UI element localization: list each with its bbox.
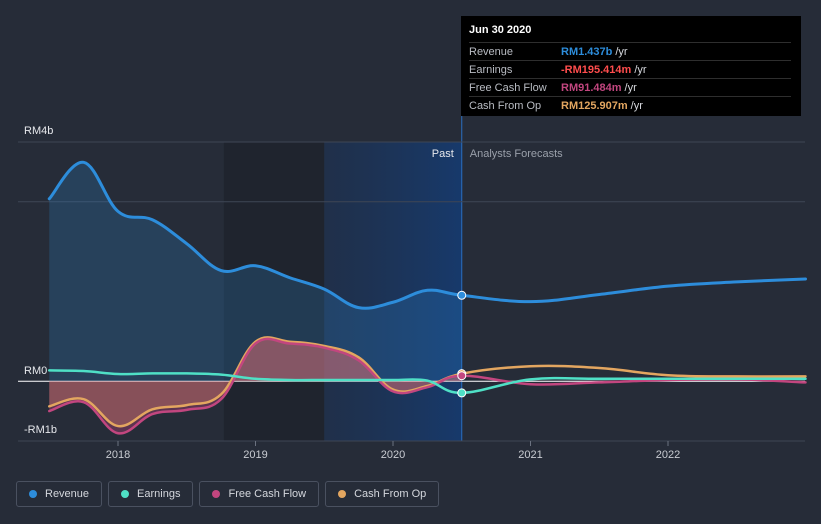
revenue-area <box>49 162 462 382</box>
tooltip-row-revenue: Revenue RM1.437b /yr <box>469 42 791 60</box>
legend-dot-icon <box>29 490 37 498</box>
x-tick-label: 2021 <box>518 449 542 461</box>
legend-label: Earnings <box>137 488 181 500</box>
legend-dot-icon <box>338 490 347 498</box>
tooltip-label: Free Cash Flow <box>469 81 547 94</box>
legend-label: Cash From Op <box>354 488 427 500</box>
dark-band <box>223 142 325 441</box>
legend-label: Revenue <box>45 488 90 500</box>
tooltip-label: Earnings <box>469 63 513 76</box>
tooltip-label: Cash From Op <box>469 99 542 112</box>
tooltip-row-cash-from-op: Cash From Op RM125.907m /yr <box>469 96 791 114</box>
y-label-bottom: -RM1b <box>24 424 57 436</box>
y-label-zero: RM0 <box>24 365 47 377</box>
tooltip-label: Revenue <box>469 45 514 58</box>
tooltip-value: RM125.907m <box>561 99 628 112</box>
legend-dot-icon <box>121 490 130 498</box>
tooltip-value: RM91.484m <box>561 81 622 94</box>
tooltip-unit: /yr <box>615 45 628 58</box>
x-tick-label: 2022 <box>656 449 680 461</box>
x-tick-label: 2018 <box>106 449 130 461</box>
tooltip-value: -RM195.414m <box>561 63 632 76</box>
y-label-top: RM4b <box>24 125 53 137</box>
tooltip-value: RM1.437b <box>561 45 613 58</box>
legend-item-cash-from-op[interactable]: Cash From Op <box>325 481 440 507</box>
tooltip: Jun 30 2020 Revenue RM1.437b /yr Earning… <box>461 16 801 116</box>
tooltip-unit: /yr <box>630 99 643 112</box>
free-cash-flow-line <box>48 337 807 435</box>
revenue-line <box>47 160 807 310</box>
legend-item-earnings[interactable]: Earnings <box>108 481 194 507</box>
legend-item-revenue[interactable]: Revenue <box>16 481 103 507</box>
tooltip-row-free-cash-flow: Free Cash Flow RM91.484m /yr <box>469 78 791 96</box>
x-tick-label: 2020 <box>381 449 405 461</box>
x-tick-label: 2019 <box>243 449 267 461</box>
tooltip-unit: /yr <box>634 63 647 76</box>
legend: Revenue Earnings Free Cash Flow Cash Fro… <box>16 481 440 507</box>
earnings-line <box>48 369 807 395</box>
tooltip-date: Jun 30 2020 <box>469 24 532 36</box>
revenue-point <box>457 290 467 300</box>
legend-item-free-cash-flow[interactable]: Free Cash Flow <box>199 481 320 507</box>
free-cash-flow-point <box>457 371 467 381</box>
tooltip-row-earnings: Earnings -RM195.414m /yr <box>469 60 791 78</box>
cash-from-op-line <box>48 336 807 428</box>
earnings-point <box>457 388 467 398</box>
tooltip-unit: /yr <box>624 81 637 94</box>
forecast-label: Analysts Forecasts <box>470 148 563 160</box>
legend-label: Free Cash Flow <box>228 488 307 500</box>
past-label: Past <box>432 148 454 160</box>
legend-dot-icon <box>212 490 221 498</box>
